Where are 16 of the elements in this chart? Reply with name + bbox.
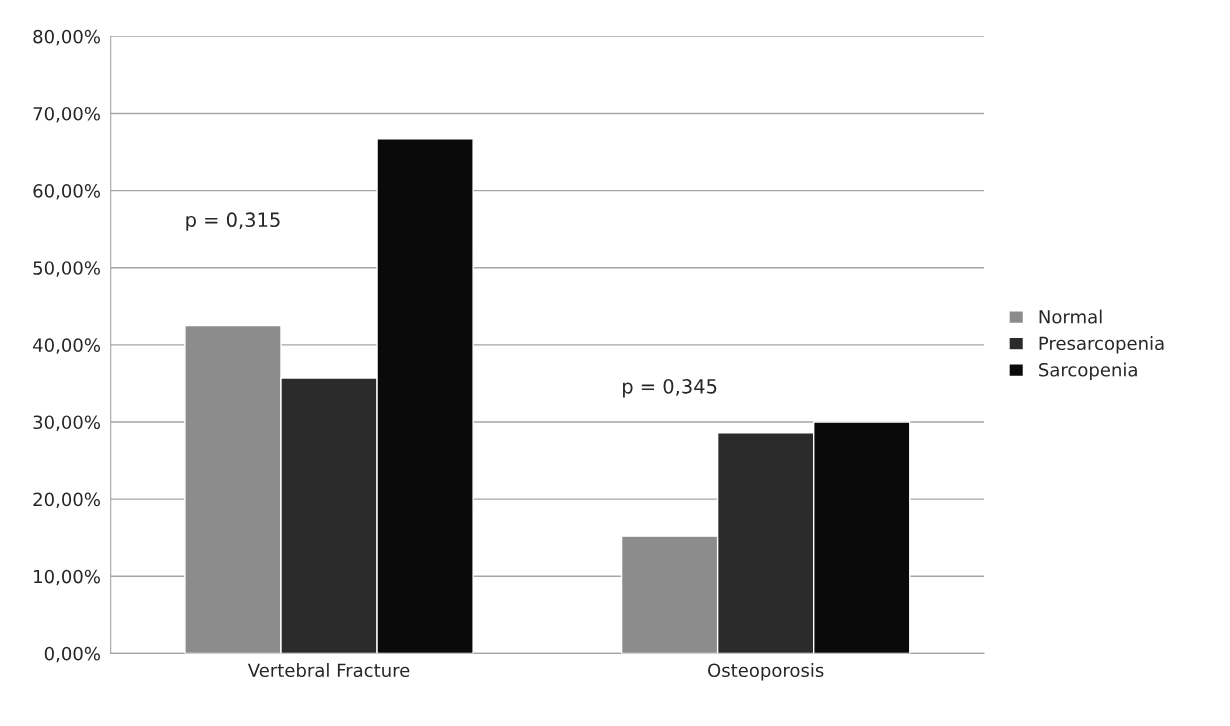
- legend-label: Normal: [1039, 309, 1102, 324]
- y-tick-label: 50,00%: [33, 261, 100, 277]
- legend-label: Sarcopenia: [1039, 362, 1137, 381]
- y-tick-label: 80,00%: [33, 29, 100, 46]
- y-tick-label: 0,00%: [44, 646, 100, 663]
- annotation: p = 0,315: [186, 212, 280, 231]
- y-tick-label: 40,00%: [33, 338, 100, 354]
- y-tick-label: 70,00%: [33, 106, 100, 123]
- y-tick-label: 30,00%: [33, 415, 100, 431]
- y-tick-label: 60,00%: [33, 184, 100, 200]
- y-tick-label: 20,00%: [33, 492, 100, 509]
- y-tick-label: 10,00%: [34, 569, 100, 586]
- annotation: p = 0,345: [623, 378, 717, 398]
- x-tick-label: Vertebral Fracture: [247, 663, 410, 678]
- legend-label: Presarcopenia: [1039, 336, 1164, 354]
- x-tick-label: Osteoporosis: [708, 663, 824, 681]
